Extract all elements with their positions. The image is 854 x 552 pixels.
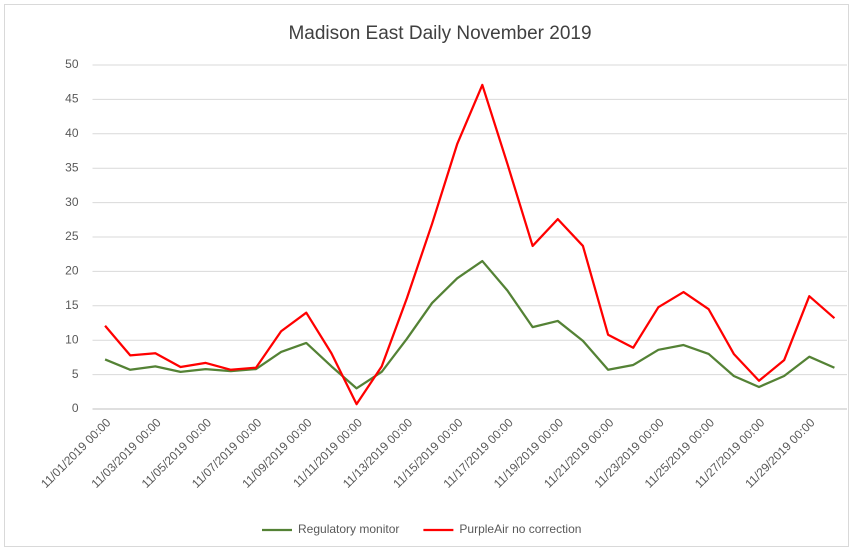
chart-title: Madison East Daily November 2019: [288, 23, 591, 44]
y-tick-label: 0: [72, 401, 79, 415]
y-tick-label: 50: [65, 57, 79, 71]
y-tick-label: 10: [65, 332, 79, 346]
series-line: [104, 259, 835, 390]
y-tick-label: 30: [65, 195, 79, 209]
y-tick-label: 25: [65, 229, 79, 243]
chart-border: [4, 4, 849, 547]
series-line: [104, 83, 836, 406]
y-tick-label: 45: [65, 92, 79, 106]
y-tick-label: 35: [65, 160, 79, 174]
y-tick-label: 15: [65, 298, 79, 312]
y-tick-label: 5: [72, 367, 79, 381]
legend-label: PurpleAir no correction: [459, 522, 581, 536]
y-tick-label: 20: [65, 264, 79, 278]
legend-label: Regulatory monitor: [298, 522, 399, 536]
y-tick-label: 40: [65, 126, 79, 140]
